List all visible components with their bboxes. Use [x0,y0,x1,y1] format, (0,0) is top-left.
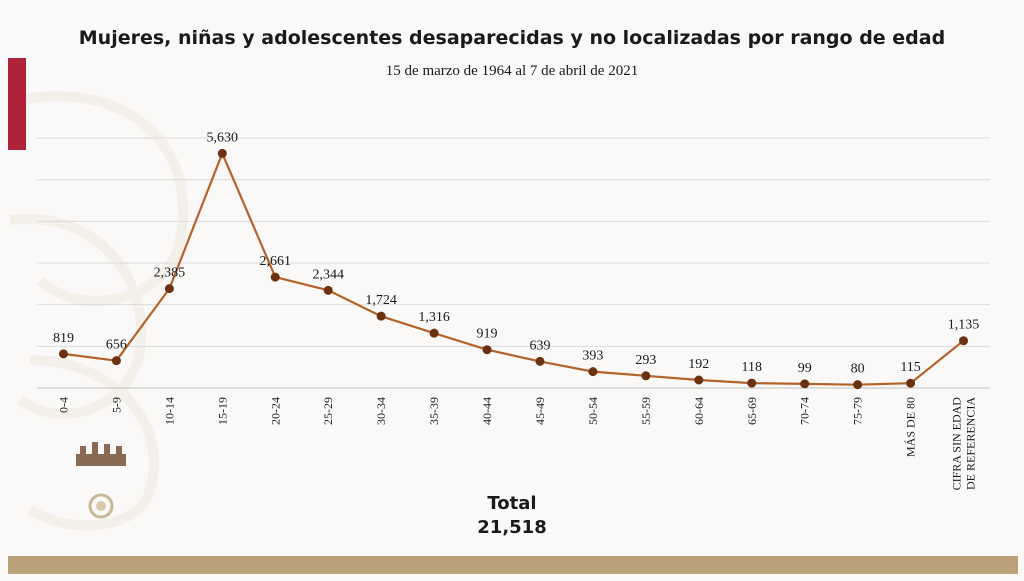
data-point [323,285,333,295]
institution-logo [76,442,126,519]
chart-title: Mujeres, niñas y adolescentes desapareci… [78,27,946,49]
data-label: 639 [529,338,550,353]
accent-bar [8,58,26,150]
emblem-watermark [9,91,189,531]
data-label: 919 [477,327,498,342]
data-label: 2,344 [312,267,344,282]
data-point [535,356,545,366]
x-tick-label: MÁS DE 80 [904,397,918,457]
x-tick-label: 0-4 [56,397,70,413]
x-tick-label: 30-34 [374,397,388,425]
data-point [694,375,704,385]
data-label: 1,135 [948,318,980,333]
x-tick-label: 70-74 [798,397,812,425]
data-label: 80 [851,362,865,377]
data-label: 1,316 [418,310,450,325]
data-label: 192 [688,357,709,372]
data-label: 819 [53,331,74,346]
x-tick-label: 25-29 [321,397,335,425]
data-point [959,336,969,346]
data-label: 115 [900,360,920,375]
x-tick-label: 15-19 [215,397,229,425]
x-tick-label: 45-49 [533,397,547,425]
x-tick-label: CIFRA SIN EDAD [950,397,964,491]
total-value: 21,518 [477,517,547,538]
total-label: Total [487,493,537,514]
data-label: 118 [742,360,762,375]
x-tick-label: 20-24 [268,397,282,425]
data-label: 656 [106,338,127,353]
x-tick-label: DE REFERENCIA [964,397,978,490]
x-tick-label: 35-39 [427,397,441,425]
data-label: 99 [798,361,812,376]
data-point [429,328,439,338]
data-point [217,148,227,158]
x-tick-label: 65-69 [745,397,759,425]
x-tick-label: 5-9 [109,397,123,413]
x-tick-label: 50-54 [586,397,600,425]
data-point [482,345,492,355]
data-point [641,371,651,381]
data-point [376,311,386,321]
data-label: 2,385 [154,266,186,281]
data-label: 293 [635,353,656,368]
data-point [58,349,68,359]
data-point [588,367,598,377]
data-point [800,379,810,389]
x-tick-label: 10-14 [162,397,176,425]
data-point [906,378,916,388]
data-point [853,380,863,390]
data-label: 393 [582,349,603,364]
series-line [63,150,965,386]
data-point [747,378,757,388]
data-label: 2,661 [260,254,292,269]
chart-subtitle: 15 de marzo de 1964 al 7 de abril de 202… [385,63,639,79]
footer-band [8,556,1018,574]
x-tick-label: 75-79 [851,397,865,425]
x-tick-label: 40-44 [480,397,494,425]
data-point [270,272,280,282]
data-label: 5,630 [207,130,239,145]
data-point [164,284,174,294]
data-point [111,356,121,366]
data-label: 1,724 [365,293,397,308]
x-tick-label: 55-59 [639,397,653,425]
x-tick-label: 60-64 [692,397,706,425]
